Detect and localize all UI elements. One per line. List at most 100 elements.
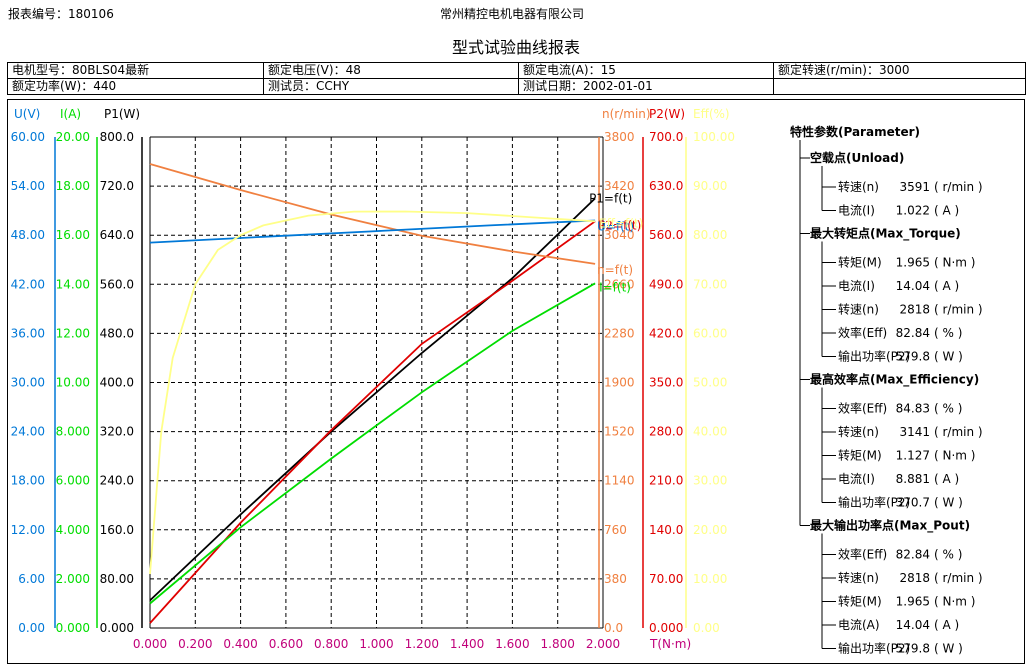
- report-number: 报表编号：180106: [8, 5, 114, 22]
- series-line-eff: [149, 210, 596, 575]
- param-value: 3591: [899, 180, 930, 194]
- param-value: 370.7: [896, 496, 930, 510]
- series-line-n: [149, 163, 596, 265]
- axis-label-p1: P1(W): [104, 107, 140, 121]
- tick-label-p2: 560.0: [649, 228, 683, 242]
- param-label: 效率(Eff): [838, 401, 887, 416]
- param-value: 579.8: [896, 350, 930, 364]
- tick-label-u: 18.00: [11, 474, 45, 488]
- series-line-i: [149, 282, 596, 605]
- tick-label-torque: 1.800: [541, 637, 575, 651]
- tick-label-p2: 630.0: [649, 179, 683, 193]
- tick-label-eff: 50.00: [693, 376, 727, 390]
- params-group-title: 最大转矩点(Max_Torque): [810, 226, 961, 242]
- param-value: 84.83: [896, 402, 930, 416]
- tick-label-p1: 80.00: [100, 572, 134, 586]
- tick-label-p1: 640.0: [100, 228, 134, 242]
- param-value: 1.965: [896, 256, 930, 270]
- params-group-title: 最高效率点(Max_Efficiency): [810, 372, 979, 388]
- tick-label-p2: 0.000: [649, 621, 683, 635]
- tick-label-p1: 480.0: [100, 326, 134, 340]
- param-label: 输出功率(P2): [838, 495, 910, 510]
- series-line-p1: [149, 197, 596, 602]
- param-label: 转速(n): [838, 424, 879, 439]
- tick-label-u: 48.00: [11, 228, 45, 242]
- tick-label-n: 3800: [604, 130, 635, 144]
- tick-label-eff: 0.00: [693, 621, 720, 635]
- series-label-p1: P1=f(t): [589, 191, 632, 205]
- param-label: 输出功率(P2): [838, 641, 910, 656]
- param-unit: ( A ): [934, 204, 959, 218]
- tick-label-p2: 420.0: [649, 326, 683, 340]
- tick-label-n: 760: [604, 523, 627, 537]
- tick-label-p1: 800.0: [100, 130, 134, 144]
- info-row: 额定功率(W)：440 测试员：CCHY 测试日期：2002-01-01: [7, 78, 1026, 95]
- param-unit: ( r/min ): [934, 303, 983, 317]
- tick-label-u: 60.00: [11, 130, 45, 144]
- tick-label-i: 8.000: [56, 425, 90, 439]
- params-title: 特性参数(Parameter): [790, 124, 920, 139]
- tick-label-p1: 240.0: [100, 474, 134, 488]
- axis-label-i: I(A): [60, 107, 81, 121]
- param-unit: ( W ): [934, 350, 963, 364]
- chart-frame: [7, 99, 1025, 664]
- param-label: 转矩(M): [838, 594, 882, 609]
- param-value: 1.965: [896, 595, 930, 609]
- info-cell-empty: [773, 78, 1026, 95]
- tick-label-torque: 0.800: [314, 637, 348, 651]
- tick-label-p1: 160.0: [100, 523, 134, 537]
- tick-label-torque: 1.200: [405, 637, 439, 651]
- series-label-eff: Eff=f(t): [599, 216, 643, 230]
- tick-label-torque: 0.200: [178, 637, 212, 651]
- tick-label-p2: 490.0: [649, 277, 683, 291]
- param-unit: ( % ): [934, 402, 962, 416]
- tick-label-u: 36.00: [11, 326, 45, 340]
- param-label: 转速(n): [838, 570, 879, 585]
- tick-label-eff: 70.00: [693, 277, 727, 291]
- info-cell-model: 电机型号：80BLS04最新: [7, 62, 264, 79]
- tick-label-p2: 210.0: [649, 474, 683, 488]
- tick-label-p2: 140.0: [649, 523, 683, 537]
- param-unit: ( r/min ): [934, 180, 983, 194]
- motor-info-table: 电机型号：80BLS04最新 额定电压(V)：48 额定电流(A)：15 额定转…: [7, 62, 1026, 95]
- param-label: 电流(I): [838, 472, 875, 486]
- axis-label-eff: Eff(%): [693, 107, 730, 121]
- tick-label-torque: 0.000: [133, 637, 167, 651]
- tick-label-torque: 0.400: [223, 637, 257, 651]
- param-unit: ( W ): [934, 496, 963, 510]
- series-line-p2: [149, 220, 596, 624]
- tick-label-u: 6.00: [18, 572, 45, 586]
- tick-label-u: 54.00: [11, 179, 45, 193]
- tick-label-u: 30.00: [11, 376, 45, 390]
- param-unit: ( N·m ): [934, 449, 975, 463]
- tick-label-i: 18.00: [56, 179, 90, 193]
- report-title: 型式试验曲线报表: [451, 38, 580, 57]
- series-line-u: [149, 219, 596, 244]
- tick-label-u: 0.00: [18, 621, 45, 635]
- series-label-u: U=f(t): [597, 219, 634, 233]
- param-value: 82.84: [896, 326, 930, 340]
- param-value: 1.127: [896, 449, 930, 463]
- tick-label-eff: 30.00: [693, 474, 727, 488]
- tick-label-u: 42.00: [11, 277, 45, 291]
- tick-label-p1: 320.0: [100, 425, 134, 439]
- param-label: 效率(Eff): [838, 547, 887, 562]
- tick-label-p1: 400.0: [100, 376, 134, 390]
- axis-label-p2: P2(W): [649, 107, 685, 121]
- param-value: 14.04: [896, 279, 930, 293]
- param-label: 转速(n): [838, 179, 879, 194]
- tick-label-p2: 700.0: [649, 130, 683, 144]
- series-label-p2: P2=f(t): [598, 218, 641, 232]
- param-value: 2818: [899, 571, 930, 585]
- param-label: 电流(A): [838, 618, 880, 632]
- tick-label-n: 3040: [604, 228, 635, 242]
- tick-label-eff: 90.00: [693, 179, 727, 193]
- param-value: 579.8: [896, 642, 930, 656]
- tick-label-torque: 0.600: [269, 637, 303, 651]
- tick-label-n: 380: [604, 572, 627, 586]
- series-label-i: I=f(t): [599, 280, 631, 294]
- param-value: 14.04: [896, 618, 930, 632]
- tick-label-p2: 70.00: [649, 572, 683, 586]
- series-label-n: n=f(t): [597, 263, 633, 277]
